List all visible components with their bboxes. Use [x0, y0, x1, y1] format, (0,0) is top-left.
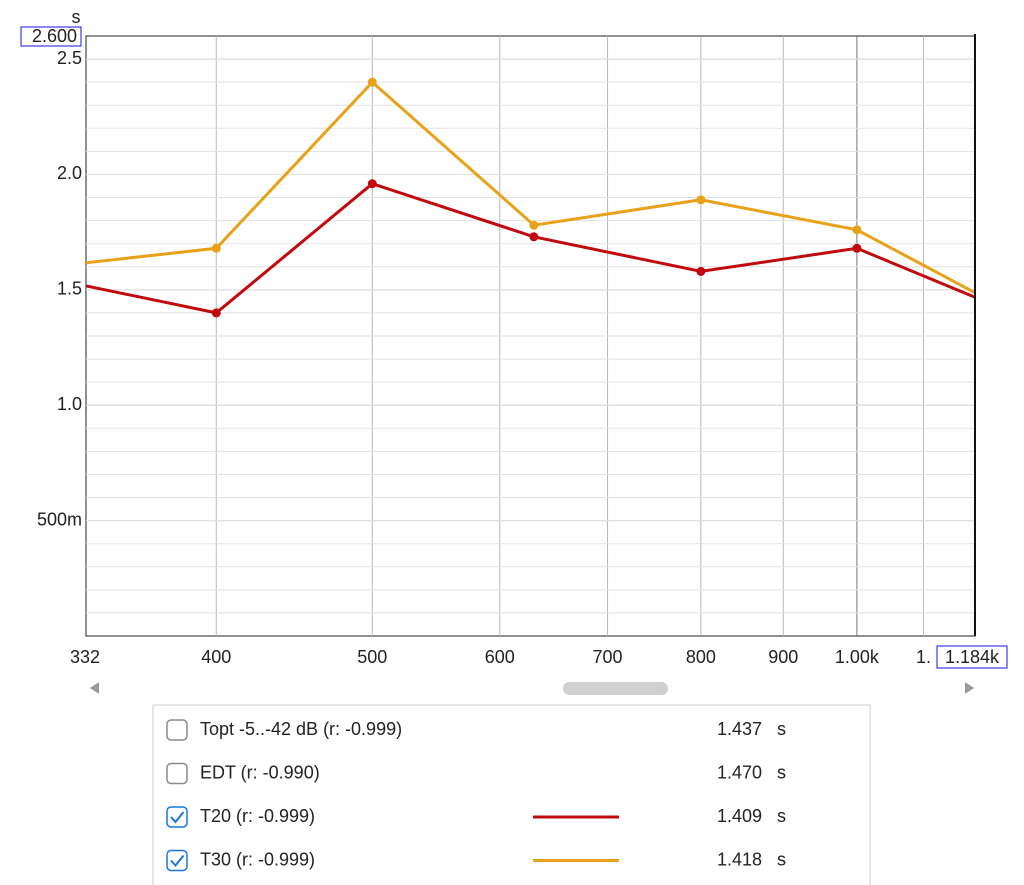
data-point — [529, 220, 539, 230]
series-readout: 1.437 — [717, 719, 762, 739]
scrollbar[interactable] — [90, 679, 974, 698]
series-unit: s — [777, 849, 786, 869]
data-point — [852, 243, 862, 253]
x-tick-label: 900 — [768, 647, 798, 667]
data-point — [367, 179, 377, 189]
checkmark[interactable] — [170, 811, 185, 824]
x-tick-label: 600 — [485, 647, 515, 667]
y-limit-box — [20, 26, 82, 47]
y-tick-label: 1.5 — [57, 279, 82, 299]
x-tick-label: 1. — [916, 647, 931, 667]
series-readout: 1.409 — [717, 806, 762, 826]
scroll-left[interactable] — [90, 682, 99, 694]
series-name: T30 (r: -0.999) — [200, 849, 315, 869]
y-limit-label: 2.600 — [32, 26, 77, 46]
series-readout: 1.418 — [717, 849, 762, 869]
y-tick-label: 2.0 — [57, 163, 82, 183]
x-tick-label: 400 — [201, 647, 231, 667]
y-tick-label: 1.0 — [57, 394, 82, 414]
data-point — [211, 308, 221, 318]
x-tick-label: 500 — [357, 647, 387, 667]
x-tick-label: 800 — [686, 647, 716, 667]
data-point — [696, 195, 706, 205]
y-axis-unit: s — [72, 7, 81, 27]
series-unit: s — [777, 806, 786, 826]
legend-panel — [152, 704, 871, 885]
scroll-thumb[interactable] — [563, 682, 668, 695]
data-point — [211, 243, 221, 253]
series-name: EDT (r: -0.990) — [200, 762, 320, 782]
y-tick-label: 500m — [37, 509, 82, 529]
series-unit: s — [777, 719, 786, 739]
x-tick-label: 1.00k — [835, 647, 880, 667]
x-limit-box — [936, 645, 1008, 669]
data-point — [529, 232, 539, 242]
x-tick-label: 332 — [70, 647, 100, 667]
series-unit: s — [777, 762, 786, 782]
series-name: T20 (r: -0.999) — [200, 806, 315, 826]
scroll-track[interactable] — [105, 679, 960, 698]
checkbox[interactable] — [166, 762, 188, 785]
series-name: Topt -5..-42 dB (r: -0.999) — [200, 719, 402, 739]
x-limit-label: 1.184k — [945, 647, 1000, 667]
checkmark[interactable] — [170, 854, 185, 868]
checkbox[interactable] — [166, 806, 188, 828]
data-point — [696, 266, 706, 276]
checkbox[interactable] — [166, 849, 188, 872]
x-tick-label: 700 — [593, 647, 623, 667]
checkbox[interactable] — [166, 719, 188, 741]
data-point — [367, 77, 377, 87]
series-readout: 1.470 — [717, 762, 762, 782]
data-point — [852, 225, 862, 235]
y-tick-label: 2.5 — [57, 48, 82, 68]
scroll-right[interactable] — [965, 682, 974, 694]
